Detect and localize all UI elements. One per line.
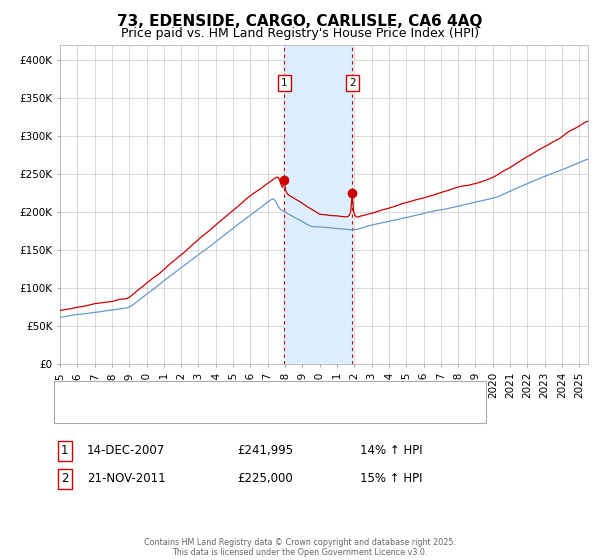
Text: 2: 2 [61, 472, 68, 486]
Text: Price paid vs. HM Land Registry's House Price Index (HPI): Price paid vs. HM Land Registry's House … [121, 27, 479, 40]
Text: 21-NOV-2011: 21-NOV-2011 [87, 472, 166, 486]
Text: 2: 2 [349, 78, 356, 88]
Bar [284, 45, 352, 364]
Text: 15% ↑ HPI: 15% ↑ HPI [360, 472, 422, 486]
Text: 1: 1 [281, 78, 287, 88]
Text: 73, EDENSIDE, CARGO, CARLISLE, CA6 4AQ: 73, EDENSIDE, CARGO, CARLISLE, CA6 4AQ [118, 14, 482, 29]
Text: 14-DEC-2007: 14-DEC-2007 [87, 444, 165, 458]
Text: 1: 1 [61, 444, 68, 458]
Text: 73, EDENSIDE, CARGO, CARLISLE, CA6 4AQ (detached house): 73, EDENSIDE, CARGO, CARLISLE, CA6 4AQ (… [97, 388, 440, 398]
Text: £225,000: £225,000 [237, 472, 293, 486]
Text: 14% ↑ HPI: 14% ↑ HPI [360, 444, 422, 458]
Text: £241,995: £241,995 [237, 444, 293, 458]
Text: Contains HM Land Registry data © Crown copyright and database right 2025.
This d: Contains HM Land Registry data © Crown c… [144, 538, 456, 557]
Text: HPI: Average price, detached house, Cumberland: HPI: Average price, detached house, Cumb… [97, 407, 372, 417]
